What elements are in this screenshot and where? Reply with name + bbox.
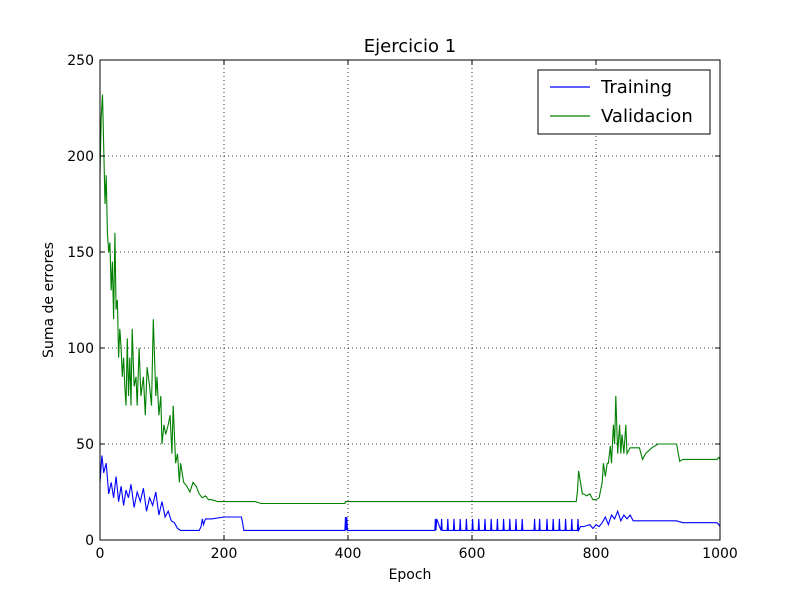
y-tick-label: 0 (85, 533, 94, 549)
x-tick-label: 400 (335, 546, 362, 562)
plot-area (100, 60, 720, 540)
y-tick-label: 50 (76, 437, 94, 453)
legend-label-training: Training (600, 77, 672, 98)
grid-lines (100, 60, 720, 540)
axis-ticks: 0 200 400 600 800 1000 0 50 100 150 200 250 (67, 53, 738, 562)
series-line-validacion (100, 94, 720, 505)
legend-label-validacion: Validacion (601, 106, 693, 127)
x-tick-label: 0 (96, 546, 105, 562)
y-tick-label: 100 (67, 341, 94, 357)
plot-frame (99, 59, 721, 541)
y-tick-label: 250 (67, 53, 94, 69)
y-tick-label: 200 (67, 149, 94, 165)
legend: Training Validacion (537, 69, 711, 135)
x-tick-label: 200 (211, 546, 238, 562)
series-line-training (100, 455, 720, 533)
chart-title: Ejercicio 1 (364, 36, 456, 57)
y-tick-label: 150 (67, 245, 94, 261)
x-tick-label: 1000 (702, 546, 738, 562)
x-axis-label: Epoch (389, 567, 432, 583)
x-tick-label: 600 (459, 546, 486, 562)
series-layer (100, 94, 720, 533)
y-axis-label: Suma de errores (41, 242, 57, 358)
legend-box (537, 69, 711, 135)
x-tick-label: 800 (583, 546, 610, 562)
